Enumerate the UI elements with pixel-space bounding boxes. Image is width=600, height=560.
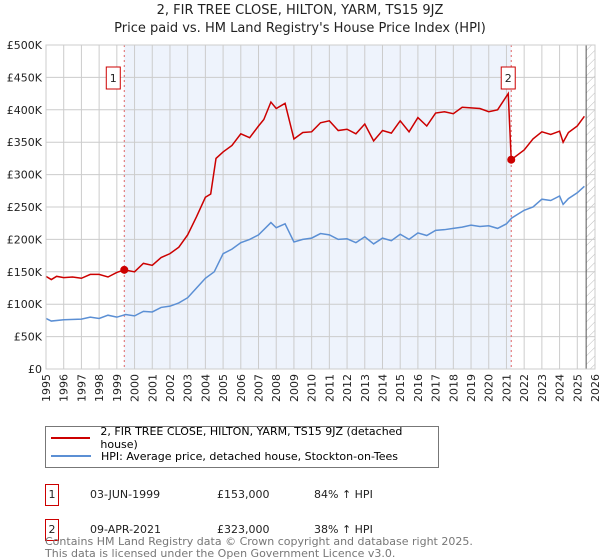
x-tick-label: 2012 <box>341 374 354 402</box>
x-tick-label: 2002 <box>164 374 177 402</box>
property-series-line <box>45 91 585 281</box>
x-tick-label: 2021 <box>500 374 513 402</box>
x-tick-label: 2022 <box>518 374 531 402</box>
x-tick-label: 2016 <box>412 374 425 402</box>
plot-border <box>45 44 596 370</box>
y-tick-label: £150K <box>7 266 43 279</box>
x-tick-label: 2008 <box>270 374 283 402</box>
y-tick-label: £350K <box>7 136 43 149</box>
x-tick-label: 2025 <box>571 374 584 402</box>
legend-item-hpi: HPI: Average price, detached house, Stoc… <box>51 447 398 465</box>
sale-date: 03-JUN-1999 <box>90 488 161 501</box>
sale-label-box <box>105 66 121 90</box>
x-tick-label: 2007 <box>253 374 266 402</box>
x-tick-label: 2005 <box>217 374 230 402</box>
y-tick-label: £0 <box>28 363 42 376</box>
legend-label: 2, FIR TREE CLOSE, HILTON, YARM, TS15 9J… <box>100 425 403 451</box>
x-tick-label: 1998 <box>93 374 106 402</box>
x-tick-label: 2023 <box>536 374 549 402</box>
x-tick-label: 2011 <box>323 374 336 402</box>
sale-label-text: 1 <box>110 72 117 85</box>
sale-marker-badge: 2 <box>45 519 59 541</box>
legend-swatch-blue <box>51 455 91 457</box>
chart-title: 2, FIR TREE CLOSE, HILTON, YARM, TS15 9J… <box>156 3 444 18</box>
y-tick-label: £500K <box>7 39 43 52</box>
chart-subtitle: Price paid vs. HM Land Registry's House … <box>114 21 486 36</box>
y-tick-label: £450K <box>7 71 43 84</box>
chart-legend: 2, FIR TREE CLOSE, HILTON, YARM, TS15 9J… <box>45 425 439 468</box>
hpi-series-line <box>45 185 585 322</box>
x-tick-label: 2009 <box>288 374 301 402</box>
sale-hpi-change: 38% ↑ HPI <box>314 523 373 536</box>
x-tick-label: 2003 <box>182 374 195 402</box>
x-tick-label: 2001 <box>146 374 159 402</box>
x-tick-label: 1999 <box>111 374 124 402</box>
y-tick-label: £300K <box>7 169 43 182</box>
x-tick-label: 2026 <box>589 374 600 402</box>
x-tick-label: 2015 <box>394 374 407 402</box>
sale-price: £153,000 <box>217 488 270 501</box>
y-tick-label: £250K <box>7 201 43 214</box>
sale-point-2 <box>507 155 516 164</box>
x-tick-label: 2017 <box>430 374 443 402</box>
sale-label-text: 2 <box>505 72 512 85</box>
x-tick-label: 2020 <box>483 374 496 402</box>
y-tick-label: £50K <box>14 331 43 344</box>
x-tick-label: 2013 <box>359 374 372 402</box>
x-tick-label: 2024 <box>554 374 567 402</box>
x-tick-label: 2000 <box>129 374 142 402</box>
footer-line-1: Contains HM Land Registry data © Crown c… <box>45 535 473 548</box>
legend-swatch-red <box>51 437 91 439</box>
sale-date: 09-APR-2021 <box>90 523 162 536</box>
y-tick-label: £100K <box>7 298 43 311</box>
sale-point-1 <box>120 265 129 274</box>
x-tick-label: 2010 <box>306 374 319 402</box>
sale-marker-badge: 1 <box>45 484 59 506</box>
x-tick-label: 2014 <box>376 374 389 402</box>
price-chart: 1995 1996 1997 1998 1999 2000 2001 2002 2003 2004… <box>7 39 600 402</box>
x-tick-label: 1997 <box>75 374 88 402</box>
footer-line-2: This data is licensed under the Open Gov… <box>45 547 396 560</box>
legend-label: HPI: Average price, detached house, Stoc… <box>101 449 399 463</box>
legend-item-property: 2, FIR TREE CLOSE, HILTON, YARM, TS15 9J… <box>51 425 438 451</box>
y-tick-label: £400K <box>7 104 43 117</box>
x-tick-label: 1996 <box>58 374 71 402</box>
sale-price: £323,000 <box>217 523 270 536</box>
x-tick-label: 2019 <box>465 374 478 402</box>
x-tick-label: 2006 <box>235 374 248 402</box>
x-tick-label: 1995 <box>40 374 53 402</box>
x-tick-label: 2018 <box>447 374 460 402</box>
y-tick-label: £200K <box>7 233 43 246</box>
footer-attribution: Contains HM Land Registry data © Crown c… <box>45 536 473 560</box>
sale-hpi-change: 84% ↑ HPI <box>314 488 373 501</box>
x-tick-label: 2004 <box>199 374 212 402</box>
sale-label-box <box>500 66 516 90</box>
